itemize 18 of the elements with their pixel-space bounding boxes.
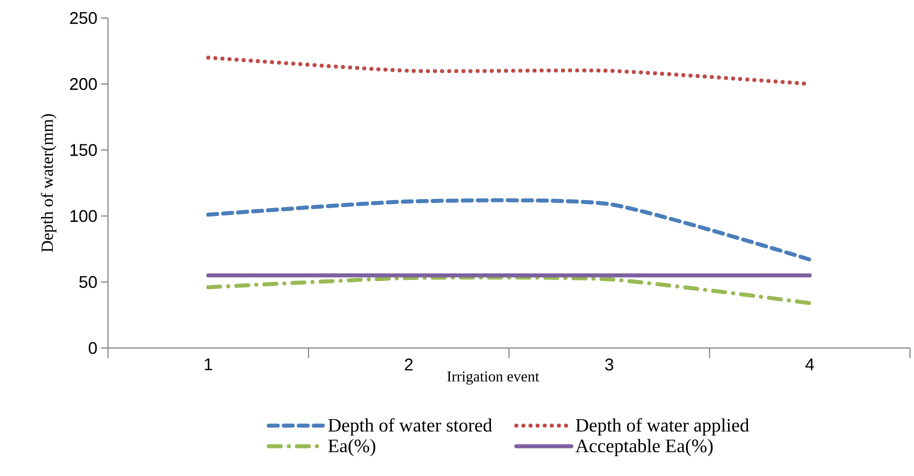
legend-label: Acceptable Ea(%) [575,438,713,456]
y-tick-label: 0 [88,342,97,354]
line-series [206,275,812,306]
legend-label: Ea(%) [328,438,376,456]
y-tick-label: 150 [70,144,97,156]
x-tick-label: 2 [404,358,413,370]
y-tick-label: 50 [79,276,97,288]
y-tick-label: 100 [70,210,97,222]
line-series [206,198,812,262]
legend-label: Depth of water stored [328,418,492,436]
x-tick-label: 4 [805,358,814,370]
y-tick-label: 250 [70,12,97,24]
x-tick-label: 3 [605,358,614,371]
x-axis-title: Irrigation event [447,372,540,385]
y-tick-label: 200 [70,78,97,90]
x-tick-label: 1 [204,358,212,370]
legend-label: Depth of water applied [576,418,750,436]
y-axis-title: Depth of water(mm) [40,114,56,252]
